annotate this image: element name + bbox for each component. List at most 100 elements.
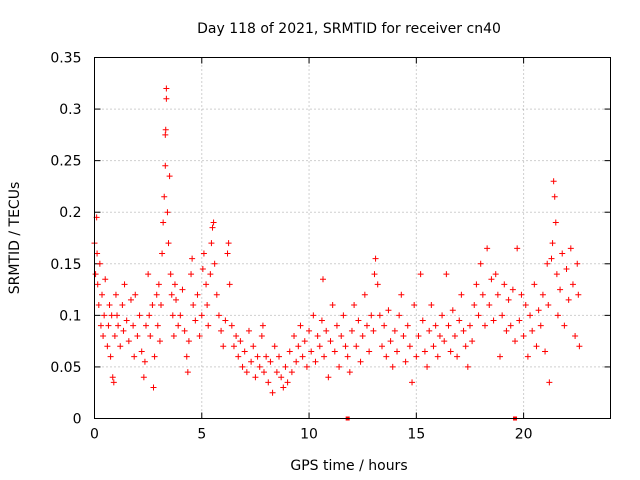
data-point (179, 286, 186, 293)
data-point (94, 281, 101, 288)
data-point (314, 332, 321, 339)
data-point (173, 296, 180, 303)
data-point (171, 281, 178, 288)
data-point (273, 369, 280, 376)
data-point (147, 332, 154, 339)
data-point (215, 312, 222, 319)
data-point (391, 327, 398, 334)
data-point (104, 343, 111, 350)
data-point (434, 353, 441, 360)
y-tick-label: 0.1 (59, 308, 81, 324)
data-point (265, 379, 272, 386)
data-point (357, 358, 364, 365)
data-point (327, 338, 334, 345)
y-tick-label: 0.25 (50, 154, 81, 170)
data-point (209, 224, 216, 231)
data-point (163, 85, 170, 92)
data-point (162, 162, 169, 169)
data-point (168, 291, 175, 298)
data-point (445, 322, 452, 329)
data-point (146, 312, 153, 319)
data-point (269, 389, 276, 396)
data-point (248, 358, 255, 365)
data-point (458, 291, 465, 298)
data-point (94, 250, 101, 257)
data-point (252, 374, 259, 381)
data-point (132, 291, 139, 298)
data-point (145, 271, 152, 278)
data-point (340, 312, 347, 319)
data-point (241, 348, 248, 355)
data-point (218, 327, 225, 334)
data-point (185, 338, 192, 345)
x-tick-label: 10 (300, 427, 318, 443)
data-point (325, 374, 332, 381)
data-point (199, 265, 206, 272)
data-point (389, 363, 396, 370)
data-points (91, 85, 583, 421)
data-point (239, 363, 246, 370)
data-point (149, 302, 156, 309)
data-point (321, 353, 328, 360)
data-point (267, 358, 274, 365)
data-point (488, 276, 495, 283)
data-point (509, 286, 516, 293)
data-point (333, 322, 340, 329)
data-point (222, 317, 229, 324)
data-point (200, 250, 207, 257)
data-point (371, 271, 378, 278)
data-point (574, 260, 581, 267)
data-point (443, 271, 450, 278)
data-point (559, 250, 566, 257)
data-point (473, 281, 480, 288)
data-point (359, 332, 366, 339)
data-point (385, 307, 392, 314)
data-point (318, 317, 325, 324)
y-tick-label: 0.2 (59, 205, 81, 221)
data-point (243, 369, 250, 376)
data-point (102, 276, 109, 283)
data-point (194, 291, 201, 298)
data-point (189, 255, 196, 262)
data-point (546, 379, 553, 386)
data-point (370, 327, 377, 334)
data-point (449, 307, 456, 314)
data-point (387, 338, 394, 345)
data-point (258, 332, 265, 339)
data-point (441, 338, 448, 345)
data-point (430, 343, 437, 350)
data-point (295, 343, 302, 350)
data-point (535, 307, 542, 314)
data-point (220, 343, 227, 350)
data-point (432, 322, 439, 329)
data-point (150, 384, 157, 391)
data-point (484, 245, 491, 252)
y-tick-label: 0.3 (59, 102, 81, 118)
data-point (527, 312, 534, 319)
data-point (563, 265, 570, 272)
data-point (363, 322, 370, 329)
data-point (355, 317, 362, 324)
data-point (213, 291, 220, 298)
data-point (348, 327, 355, 334)
data-point (426, 327, 433, 334)
axis-ticks (94, 57, 611, 419)
data-point (497, 353, 504, 360)
data-point (196, 332, 203, 339)
data-point (353, 343, 360, 350)
data-point (501, 281, 508, 288)
data-point (140, 374, 147, 381)
data-point (210, 219, 217, 226)
data-point (529, 327, 536, 334)
data-point (464, 363, 471, 370)
data-point (97, 322, 104, 329)
data-point (245, 327, 252, 334)
data-point (516, 317, 523, 324)
data-point (198, 312, 205, 319)
x-tick-label: 0 (90, 427, 99, 443)
data-point (507, 322, 514, 329)
data-point (107, 353, 114, 360)
data-point (477, 260, 484, 267)
y-tick-label: 0 (73, 412, 82, 428)
